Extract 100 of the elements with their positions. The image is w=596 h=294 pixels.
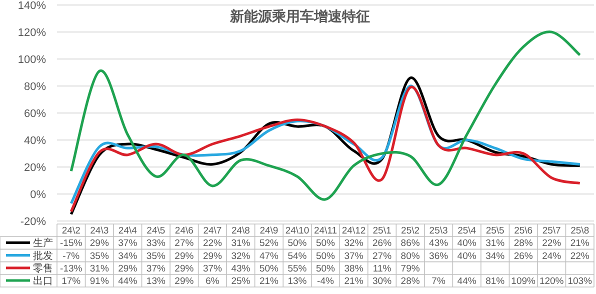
x-tick-label: 25\8 bbox=[570, 226, 590, 237]
data-label: 50% bbox=[316, 238, 336, 250]
y-tick-label: 40% bbox=[24, 135, 46, 147]
y-tick-label: 140% bbox=[18, 0, 46, 12]
x-tick-label: 24\5 bbox=[146, 226, 166, 237]
data-label: 29% bbox=[174, 276, 194, 287]
data-label: 6% bbox=[206, 276, 220, 287]
data-label: 55% bbox=[288, 263, 308, 274]
x-tick-label: 24\3 bbox=[90, 226, 109, 237]
data-label: 17% bbox=[62, 276, 82, 287]
x-tick-label: 25\3 bbox=[429, 226, 448, 237]
data-label: 31% bbox=[90, 263, 110, 274]
y-tick-label: 0% bbox=[30, 189, 46, 201]
x-tick-label: 25\1 bbox=[372, 226, 392, 237]
chart-title: 新能源乘用车增速特征 bbox=[229, 8, 370, 24]
x-tick-label: 24\2 bbox=[62, 226, 80, 237]
data-label: 86% bbox=[400, 238, 420, 250]
data-label: 11% bbox=[372, 263, 392, 274]
data-label: 79% bbox=[400, 263, 420, 274]
data-label: 43% bbox=[429, 238, 449, 250]
data-label: -4% bbox=[317, 276, 334, 287]
data-label: 30% bbox=[372, 276, 392, 287]
data-label: 52% bbox=[259, 238, 280, 250]
data-label: 34% bbox=[486, 250, 506, 262]
data-label: 80% bbox=[400, 250, 420, 262]
data-label: 47% bbox=[259, 250, 280, 262]
data-label: 31% bbox=[486, 238, 506, 250]
data-label: 37% bbox=[202, 263, 223, 274]
data-label: 44% bbox=[457, 276, 477, 287]
x-tick-label: 25\5 bbox=[486, 226, 504, 237]
data-label: 29% bbox=[174, 263, 194, 274]
x-tick-label: 24\8 bbox=[231, 226, 250, 237]
data-label: 32% bbox=[231, 250, 251, 262]
data-label: 103% bbox=[568, 276, 593, 287]
data-label: 38% bbox=[344, 263, 364, 274]
data-label: 50% bbox=[316, 263, 336, 274]
data-label: 31% bbox=[231, 238, 251, 250]
x-tick-label: 24\9 bbox=[260, 226, 278, 237]
x-tick-label: 24\6 bbox=[174, 226, 194, 237]
y-tick-label: 20% bbox=[24, 162, 46, 174]
data-label: 109% bbox=[511, 276, 536, 287]
x-tick-label: 24\4 bbox=[118, 226, 137, 237]
data-label: 35% bbox=[146, 250, 166, 262]
data-label: 50% bbox=[259, 263, 280, 274]
data-label: 81% bbox=[486, 276, 506, 287]
data-label: 13% bbox=[146, 276, 166, 287]
data-label: 50% bbox=[288, 238, 308, 250]
legend-label: 出口 bbox=[33, 275, 53, 287]
data-label: 40% bbox=[457, 250, 477, 262]
data-label: 26% bbox=[514, 250, 534, 262]
y-tick-label: 100% bbox=[18, 54, 46, 66]
data-label: 28% bbox=[400, 276, 420, 287]
data-label: 29% bbox=[90, 238, 110, 250]
data-label: 120% bbox=[539, 276, 564, 287]
x-tick-label: 24\10 bbox=[285, 226, 310, 237]
line-series bbox=[70, 30, 582, 201]
y-tick-label: 60% bbox=[24, 108, 46, 120]
data-label: 91% bbox=[90, 276, 110, 287]
data-label: 44% bbox=[118, 276, 138, 287]
data-label: 29% bbox=[202, 250, 223, 262]
data-label: -15% bbox=[60, 238, 83, 250]
data-label: 25% bbox=[231, 276, 251, 287]
x-tick-label: 24\7 bbox=[203, 226, 222, 237]
data-label: 7% bbox=[432, 276, 446, 287]
x-tick-label: 24\12 bbox=[342, 226, 366, 237]
x-tick-label: 25\7 bbox=[542, 226, 561, 237]
y-tick-label: 120% bbox=[18, 27, 46, 39]
data-label: 22% bbox=[202, 238, 223, 250]
legend-label: 零售 bbox=[33, 262, 53, 274]
data-label: 54% bbox=[288, 250, 308, 262]
data-label: 26% bbox=[372, 238, 392, 250]
y-tick-label: 80% bbox=[24, 81, 46, 93]
x-tick-label: 24\11 bbox=[314, 226, 338, 237]
data-label: 13% bbox=[288, 276, 308, 287]
legend-label: 批发 bbox=[33, 250, 53, 262]
data-label: 22% bbox=[570, 250, 590, 262]
data-label: 37% bbox=[146, 263, 166, 274]
data-label: 36% bbox=[429, 250, 449, 262]
data-label: 27% bbox=[372, 250, 392, 262]
x-tick-label: 25\4 bbox=[458, 226, 476, 237]
data-label: 24% bbox=[542, 250, 562, 262]
data-label: 50% bbox=[316, 250, 336, 262]
data-label: 40% bbox=[457, 238, 477, 250]
data-label: 37% bbox=[118, 238, 138, 250]
data-label: 43% bbox=[231, 263, 251, 274]
data-label: 34% bbox=[118, 250, 138, 262]
x-tick-label: 25\6 bbox=[514, 226, 533, 237]
data-label: 21% bbox=[259, 276, 280, 287]
data-label: -7% bbox=[62, 250, 80, 262]
data-label: 29% bbox=[174, 250, 194, 262]
data-label: 35% bbox=[90, 250, 110, 262]
data-label: 22% bbox=[542, 238, 562, 250]
data-label: 33% bbox=[146, 238, 166, 250]
x-tick-label: 25\2 bbox=[401, 226, 420, 237]
data-label: 28% bbox=[514, 238, 534, 250]
y-tick-label: -20% bbox=[20, 216, 46, 228]
data-label: 21% bbox=[570, 238, 590, 250]
legend-label: 生产 bbox=[33, 237, 53, 250]
data-label: 27% bbox=[174, 238, 194, 250]
data-label: 37% bbox=[344, 250, 364, 262]
